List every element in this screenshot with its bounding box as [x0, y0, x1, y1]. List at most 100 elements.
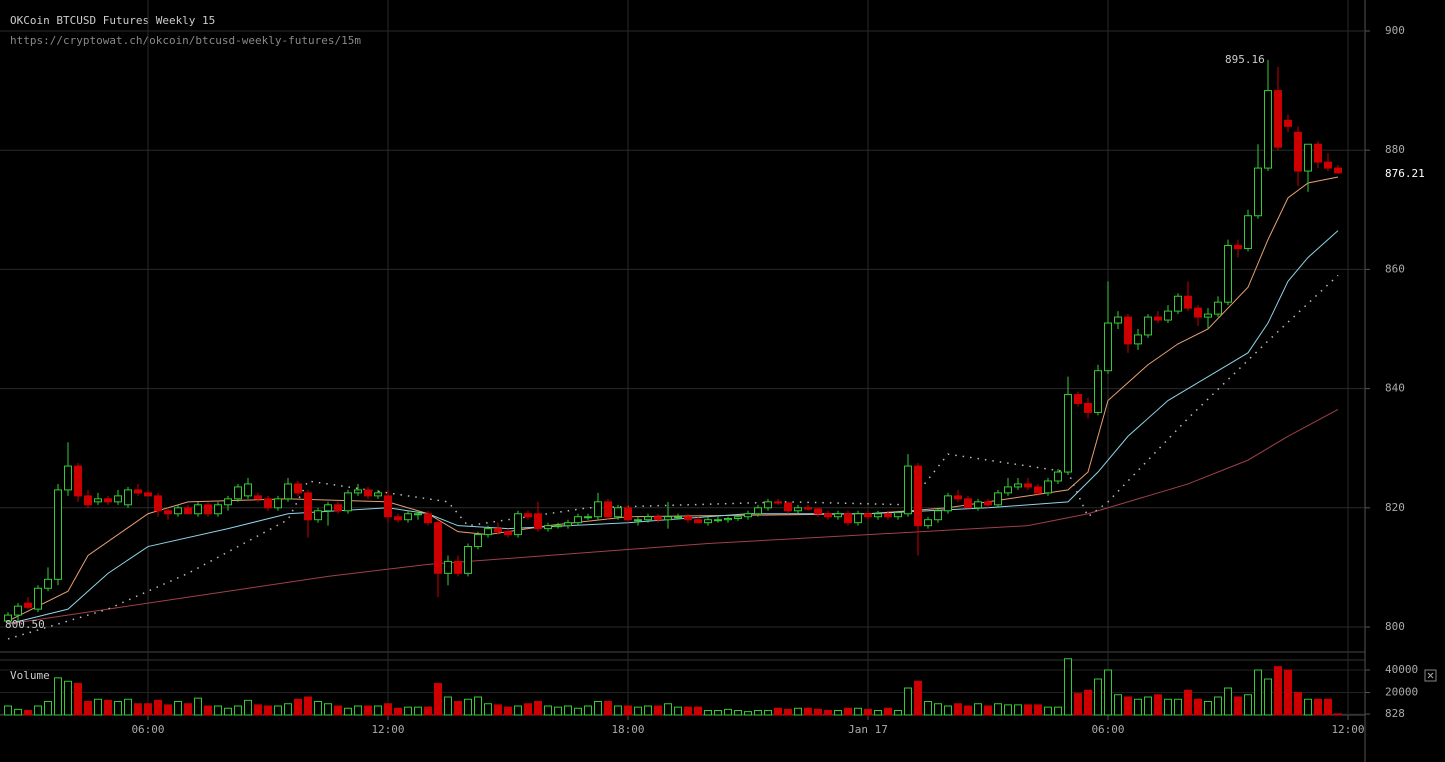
volume-tick-label: 40000 [1385, 663, 1418, 676]
candle-body [594, 501, 602, 518]
volume-bar [1024, 704, 1032, 716]
volume-bar [1184, 689, 1192, 716]
volume-bar [684, 706, 692, 716]
volume-bar [1124, 696, 1132, 716]
volume-bar [594, 701, 602, 716]
volume-bar [44, 701, 52, 716]
x-tick-label: Jan 17 [848, 723, 888, 736]
candle-body [354, 489, 362, 494]
volume-bar [364, 705, 372, 716]
candle-body [1184, 295, 1192, 309]
candle-body [304, 492, 312, 521]
candle-body [844, 513, 852, 524]
close-button[interactable] [1424, 669, 1437, 682]
volume-bar [34, 705, 42, 716]
volume-bar [404, 706, 412, 716]
volume-bar [624, 705, 632, 716]
volume-bar [934, 703, 942, 716]
candle-body [1294, 131, 1302, 172]
volume-bar [1314, 698, 1322, 716]
volume-bar [334, 705, 342, 716]
volume-bar [514, 705, 522, 716]
candle-body [924, 519, 932, 527]
candle-body [414, 513, 422, 516]
volume-bar [324, 703, 332, 716]
candle-body [764, 501, 772, 509]
candle-body [264, 498, 272, 509]
candle-body [1114, 316, 1122, 324]
candle-body [704, 519, 712, 524]
y-tick-label: 880 [1385, 143, 1405, 156]
candle-body [174, 507, 182, 515]
candle-body [234, 486, 242, 500]
volume-bar [564, 705, 572, 716]
volume-bar [1334, 713, 1342, 716]
candle-body [34, 587, 42, 610]
candle-body [1104, 322, 1112, 372]
candle-body [624, 507, 632, 521]
candle-body [1244, 215, 1252, 250]
volume-bar [204, 705, 212, 716]
volume-bar [104, 699, 112, 716]
candle-body [1194, 307, 1202, 318]
candle-body [884, 513, 892, 518]
volume-bar [974, 703, 982, 716]
volume-bar [74, 683, 82, 716]
candle-body [684, 516, 692, 521]
volume-bar [224, 707, 232, 716]
volume-bar [114, 701, 122, 716]
y-tick-label: 820 [1385, 501, 1405, 514]
volume-bar [314, 701, 322, 716]
volume-bar [904, 687, 912, 716]
volume-bar [294, 698, 302, 716]
candle-body [644, 516, 652, 521]
candle-body [64, 465, 72, 491]
candle-body [664, 516, 672, 521]
volume-bar [1174, 698, 1182, 716]
candle-body [74, 465, 82, 497]
candle-body [854, 513, 862, 524]
candle-body [284, 483, 292, 500]
candle-body [544, 525, 552, 530]
volume-bar [194, 697, 202, 716]
volume-bar [264, 705, 272, 716]
candle-body [1164, 310, 1172, 321]
candle-body [4, 614, 12, 622]
candle-body [1064, 394, 1072, 473]
candle-body [954, 495, 962, 500]
candle-body [984, 501, 992, 506]
volume-bar [474, 696, 482, 716]
candle-body [574, 516, 582, 524]
volume-bar [144, 703, 152, 716]
candle-body [344, 492, 352, 512]
candle-body [1254, 167, 1262, 217]
candle-body [554, 525, 562, 528]
high-annotation: 895.16 [1225, 53, 1265, 66]
y-tick-label: 840 [1385, 382, 1405, 395]
volume-bar [1164, 698, 1172, 716]
volume-bar [184, 703, 192, 716]
volume-bar [844, 707, 852, 716]
candle-body [384, 495, 392, 518]
candle-body [374, 492, 382, 497]
volume-bar [274, 705, 282, 716]
candle-body [724, 518, 732, 521]
volume-bar [434, 683, 442, 716]
volume-bar [414, 706, 422, 716]
volume-bar [814, 708, 822, 716]
chart-title: OKCoin BTCUSD Futures Weekly 15 [10, 14, 215, 27]
volume-bar [1014, 704, 1022, 716]
candle-body [494, 528, 502, 533]
volume-bar [394, 707, 402, 716]
candle-body [864, 513, 872, 518]
candle-body [1124, 316, 1132, 345]
volume-bar [584, 705, 592, 716]
volume-bar [124, 698, 132, 716]
candle-body [634, 519, 642, 522]
candle-body [674, 516, 682, 519]
candle-body [164, 510, 172, 515]
candle-body [84, 495, 92, 506]
candle-body [534, 513, 542, 530]
candle-body [294, 483, 302, 494]
candle-body [814, 508, 822, 515]
